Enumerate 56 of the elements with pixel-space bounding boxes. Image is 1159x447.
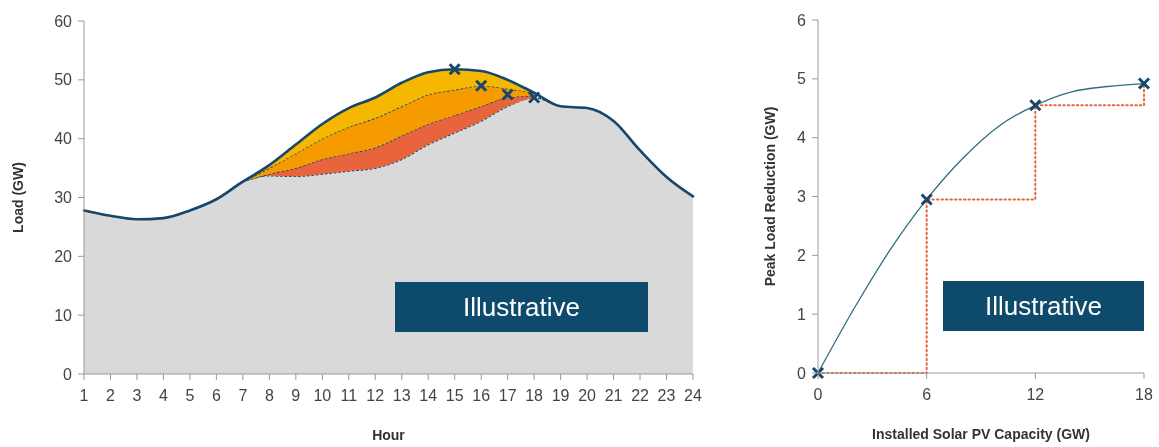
x-tick-label: 3 — [132, 387, 142, 404]
x-tick-label: 19 — [551, 387, 570, 404]
x-tick-label: 10 — [313, 387, 332, 404]
y-tick-label: 0 — [63, 365, 73, 383]
x-tick-label: 9 — [291, 387, 301, 404]
y-axis-title: Load (GW) — [10, 162, 26, 233]
y-tick-label: 60 — [54, 12, 73, 30]
x-tick-label: 20 — [578, 387, 597, 404]
x-tick-label: 18 — [1135, 386, 1153, 403]
annotation: Illustrative — [462, 292, 581, 323]
point — [527, 90, 541, 104]
x-tick-label: 6 — [922, 386, 932, 403]
x-axis-title: Hour — [372, 427, 406, 443]
x-tick-label: 11 — [340, 387, 358, 404]
y-tick-label: 6 — [797, 11, 807, 29]
x-tick-label: 15 — [445, 387, 464, 404]
x-tick-label: 13 — [392, 387, 411, 404]
x-tick-label: 16 — [472, 387, 491, 404]
x-tick-label: 23 — [657, 387, 676, 404]
x-tick-label: 12 — [366, 387, 385, 404]
x-tick-label: 8 — [264, 387, 274, 404]
x-tick-label: 24 — [684, 387, 702, 404]
x-tick-label: 0 — [813, 386, 823, 403]
point — [448, 62, 462, 76]
y-tick-label: 30 — [54, 189, 73, 207]
point — [920, 192, 934, 206]
y-tick-label: 20 — [54, 247, 73, 265]
x-tick-label: 22 — [631, 387, 650, 404]
x-tick-label: 2 — [106, 387, 116, 404]
annotation: Illustrative — [984, 291, 1103, 322]
x-tick-label: 17 — [498, 387, 517, 404]
y-tick-label: 40 — [54, 130, 73, 148]
x-tick-label: 4 — [158, 387, 168, 404]
y-tick-label: 50 — [54, 71, 73, 89]
point — [1137, 77, 1151, 91]
x-tick-label: 14 — [419, 387, 438, 404]
x-axis-title: Installed Solar PV Capacity (GW) — [872, 426, 1090, 442]
x-tick-label: 21 — [604, 387, 623, 404]
x-tick-label: 6 — [211, 387, 221, 404]
y-tick-label: 0 — [797, 364, 807, 382]
y-tick-label: 1 — [797, 305, 807, 323]
y-tick-label: 5 — [797, 70, 807, 88]
point — [501, 88, 515, 102]
y-tick-label: 4 — [797, 129, 807, 147]
point — [811, 366, 825, 380]
y-axis-title: Peak Load Reduction (GW) — [762, 106, 778, 287]
x-tick-label: 18 — [525, 387, 544, 404]
point — [1028, 98, 1042, 112]
x-tick-label: 12 — [1026, 386, 1045, 403]
y-tick-label: 10 — [54, 306, 73, 324]
x-tick-label: 5 — [185, 387, 195, 404]
y-tick-label: 2 — [797, 246, 807, 264]
point — [474, 79, 488, 93]
y-tick-label: 3 — [797, 188, 807, 206]
x-tick-label: 7 — [238, 387, 248, 404]
x-tick-label: 1 — [79, 387, 89, 404]
